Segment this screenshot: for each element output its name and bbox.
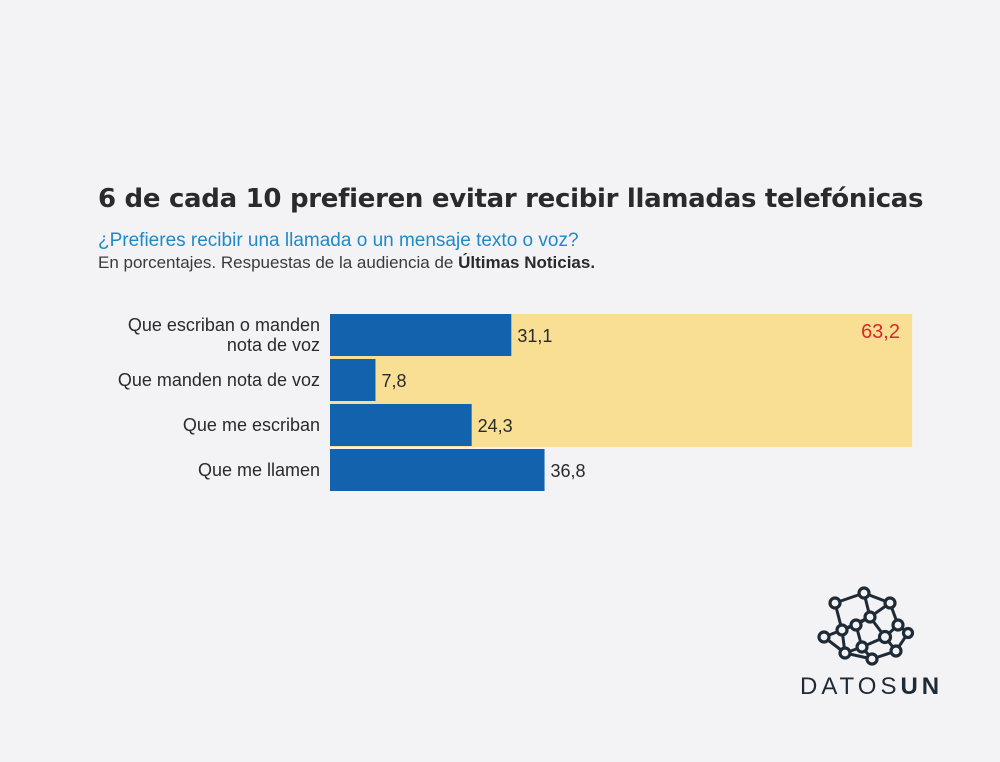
category-label-1-line-2: nota de voz bbox=[227, 335, 320, 355]
chart-title: 6 de cada 10 prefieren evitar recibir ll… bbox=[98, 184, 924, 214]
category-label-3: Que me escriban bbox=[183, 415, 320, 435]
bar-value-label-4: 36,8 bbox=[551, 461, 586, 481]
brand-wordmark: DATOSUN bbox=[800, 673, 943, 701]
category-label-4: Que me llamen bbox=[198, 460, 320, 480]
category-label-1-line-1: Que escriban o manden bbox=[128, 315, 320, 335]
brand-name-bold: UN bbox=[900, 673, 944, 700]
bar-1 bbox=[330, 314, 512, 356]
bar-value-label-2: 7,8 bbox=[381, 371, 406, 391]
bar-3 bbox=[330, 404, 472, 446]
highlight-label: 63,2 bbox=[861, 321, 900, 343]
network-nodes-icon bbox=[817, 586, 915, 666]
category-label-2: Que manden nota de voz bbox=[118, 370, 320, 390]
bar-4 bbox=[330, 449, 545, 491]
note-source: Últimas Noticias. bbox=[458, 253, 596, 272]
note-prefix: En porcentajes. Respuestas de la audienc… bbox=[98, 253, 459, 272]
brand-name-light: DATOS bbox=[800, 673, 901, 700]
bar-2 bbox=[330, 359, 376, 401]
bar-value-label-1: 31,1 bbox=[517, 326, 552, 346]
bar-value-label-3: 24,3 bbox=[478, 416, 513, 436]
chart-subtitle: ¿Prefieres recibir una llamada o un mens… bbox=[98, 230, 579, 251]
chart-note: En porcentajes. Respuestas de la audienc… bbox=[98, 253, 595, 273]
